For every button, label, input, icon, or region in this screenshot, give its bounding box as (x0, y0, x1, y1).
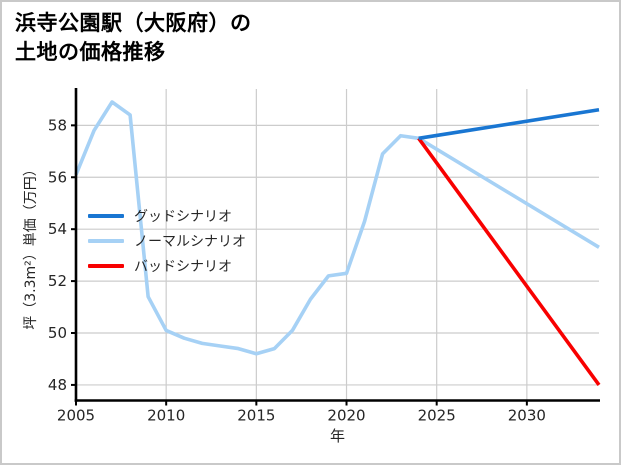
legend-label-bad-scenario: バッドシナリオ (134, 258, 232, 275)
legend: グッドシナリオ ノーマルシナリオ バッドシナリオ (88, 203, 246, 278)
x-tick-label: 2010 (147, 407, 185, 425)
series-line-2 (417, 137, 601, 386)
series-line-1 (74, 100, 600, 356)
legend-label-good-scenario: グッドシナリオ (134, 208, 232, 225)
y-tick-label: 56 (48, 168, 67, 186)
legend-swatch-normal-scenario (88, 238, 124, 243)
y-tick-label: 48 (48, 376, 67, 394)
legend-swatch-good-scenario (88, 213, 124, 218)
x-tick-label: 2015 (237, 407, 275, 425)
y-tick-label: 52 (48, 272, 67, 290)
legend-item-good-scenario: グッドシナリオ (88, 203, 246, 228)
legend-swatch-bad-scenario (88, 263, 124, 268)
y-tick-label: 50 (48, 324, 67, 342)
x-tick-label: 2030 (508, 407, 546, 425)
chart-title-line2: 土地の価格推移 (15, 40, 166, 64)
chart-title-line1: 浜寺公園駅（大阪府）の (15, 11, 252, 35)
y-axis-label: 坪（3.3m²）単価（万円） (23, 162, 39, 330)
x-tick-label: 2025 (418, 407, 456, 425)
x-tick-label: 2020 (327, 407, 365, 425)
legend-label-normal-scenario: ノーマルシナリオ (134, 233, 246, 250)
legend-item-bad-scenario: バッドシナリオ (88, 253, 246, 278)
y-tick-label: 54 (48, 220, 67, 238)
legend-item-normal-scenario: ノーマルシナリオ (88, 228, 246, 253)
y-tick-label: 58 (48, 116, 67, 134)
series-line-0 (418, 107, 600, 141)
x-tick-label: 2005 (57, 407, 95, 425)
chart-title: 浜寺公園駅（大阪府）の 土地の価格推移 (15, 9, 252, 67)
x-axis-label: 年 (329, 427, 345, 445)
